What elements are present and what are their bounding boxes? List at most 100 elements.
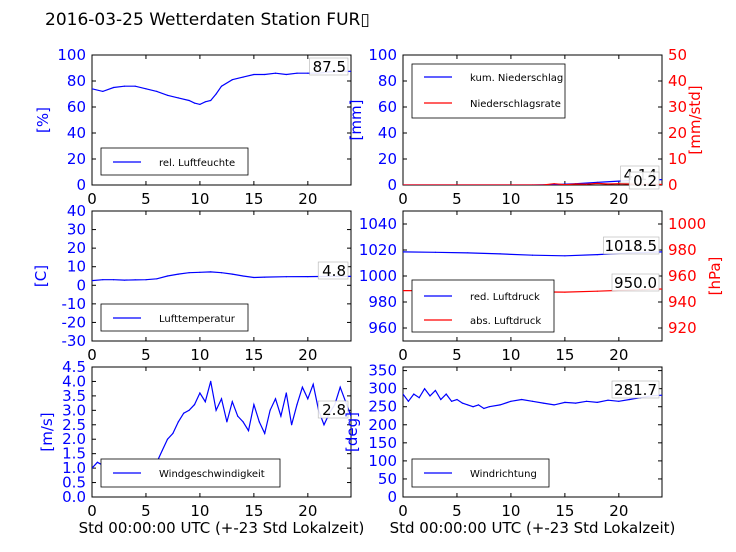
y-tick-label-left: -30 xyxy=(62,332,87,350)
x-tick-label: 10 xyxy=(501,190,520,208)
data-point xyxy=(113,279,115,281)
x-tick-label: 10 xyxy=(501,346,520,364)
annotation-box xyxy=(317,261,349,280)
y-tick-label-right: 1000 xyxy=(668,215,706,233)
data-point xyxy=(472,406,474,408)
data-point xyxy=(301,386,303,388)
y-tick-label-left: 1.5 xyxy=(62,445,86,463)
y-tick-label-left: 1.0 xyxy=(62,459,86,477)
data-point xyxy=(253,404,255,406)
y-tick-label-left: 1000 xyxy=(359,267,397,285)
y-tick-label-left: 980 xyxy=(368,293,397,311)
data-point xyxy=(247,430,250,432)
legend-label: Windrichtung xyxy=(470,469,537,480)
x-tick-label: 15 xyxy=(244,502,263,520)
data-point xyxy=(166,438,169,440)
data-point xyxy=(596,401,598,403)
data-point xyxy=(92,467,93,469)
data-point xyxy=(661,394,662,396)
data-point xyxy=(618,180,620,182)
data-point xyxy=(188,99,190,102)
data-point xyxy=(220,272,223,274)
data-point xyxy=(307,276,309,278)
data-point xyxy=(440,398,442,401)
x-tick-label: 0 xyxy=(398,190,408,208)
legend-label: Lufttemperatur xyxy=(159,314,236,325)
figure-title: 2016-03-25 Wetterdaten Station FUR▯ xyxy=(45,10,370,30)
data-point xyxy=(296,404,298,406)
data-point xyxy=(618,183,620,185)
y-axis-label-left: [%] xyxy=(34,107,52,133)
data-point xyxy=(177,97,179,99)
data-point xyxy=(467,252,469,254)
y-tick-label-left: -10 xyxy=(62,295,87,313)
data-point xyxy=(564,401,566,403)
data-point xyxy=(285,276,287,278)
data-point xyxy=(231,273,233,275)
x-tick-label: 5 xyxy=(452,346,462,364)
data-point xyxy=(264,73,266,76)
y-tick-label-left: 40 xyxy=(378,124,397,142)
data-point xyxy=(531,400,534,402)
data-point xyxy=(434,389,436,392)
data-point xyxy=(542,402,544,404)
y-tick-label-left: 1020 xyxy=(359,241,397,259)
data-point xyxy=(253,276,255,279)
data-point xyxy=(193,102,196,104)
y-tick-label-left: 100 xyxy=(57,46,86,64)
x-tick-label: 20 xyxy=(298,346,317,364)
y-tick-label-right: 0 xyxy=(668,176,678,194)
data-point xyxy=(403,251,404,253)
data-point xyxy=(312,383,314,385)
annotation-box xyxy=(611,273,660,292)
data-point xyxy=(307,398,309,400)
data-point xyxy=(596,290,598,292)
data-point xyxy=(220,85,223,87)
data-point xyxy=(231,79,233,81)
x-axis-label: Std 00:00:00 UTC (+-23 Std Lokalzeit) xyxy=(79,519,365,537)
data-point xyxy=(193,404,196,406)
x-axis-label: Std 00:00:00 UTC (+-23 Std Lokalzeit) xyxy=(390,519,676,537)
data-point xyxy=(199,271,201,273)
y-axis-label-right: [hPa] xyxy=(706,257,724,296)
data-point xyxy=(403,393,404,395)
data-point xyxy=(445,393,447,395)
data-point xyxy=(220,398,223,400)
data-point xyxy=(483,407,485,410)
data-point xyxy=(575,183,577,185)
data-point xyxy=(134,279,136,281)
annotation-box xyxy=(317,400,349,419)
data-point xyxy=(113,86,115,89)
y-tick-label-left: 0.0 xyxy=(62,488,86,506)
y-tick-label-left: 200 xyxy=(368,416,397,434)
y-tick-label-left: 4.0 xyxy=(62,372,86,390)
data-point xyxy=(510,400,512,402)
data-point xyxy=(253,73,255,76)
y-tick-label-left: 30 xyxy=(67,221,86,239)
data-point xyxy=(237,415,239,417)
data-point xyxy=(564,184,566,185)
data-point xyxy=(215,409,217,411)
data-point xyxy=(531,254,534,256)
data-point xyxy=(553,183,555,185)
data-point xyxy=(156,278,158,280)
legend-box xyxy=(411,63,566,119)
data-point xyxy=(434,251,436,253)
x-tick-label: 20 xyxy=(298,190,317,208)
data-point xyxy=(242,421,244,423)
data-point xyxy=(210,271,212,273)
x-tick-label: 5 xyxy=(452,190,462,208)
y-tick-label-left: 20 xyxy=(67,150,86,168)
value-annotation: 87.5 xyxy=(313,58,346,76)
y-tick-label-left: 2.0 xyxy=(62,430,86,448)
y-axis-label-left: [mm] xyxy=(347,100,365,141)
legend-label: rel. Luftfeuchte xyxy=(159,158,235,169)
y-tick-label-left: 300 xyxy=(368,380,397,398)
y-tick-label-left: 1040 xyxy=(359,215,397,233)
y-tick-label-left: 350 xyxy=(368,362,397,380)
y-tick-label-left: 60 xyxy=(378,98,397,116)
data-point xyxy=(204,101,206,103)
data-point xyxy=(242,76,244,78)
y-tick-label-left: 4.5 xyxy=(62,358,86,376)
data-point xyxy=(123,85,125,87)
